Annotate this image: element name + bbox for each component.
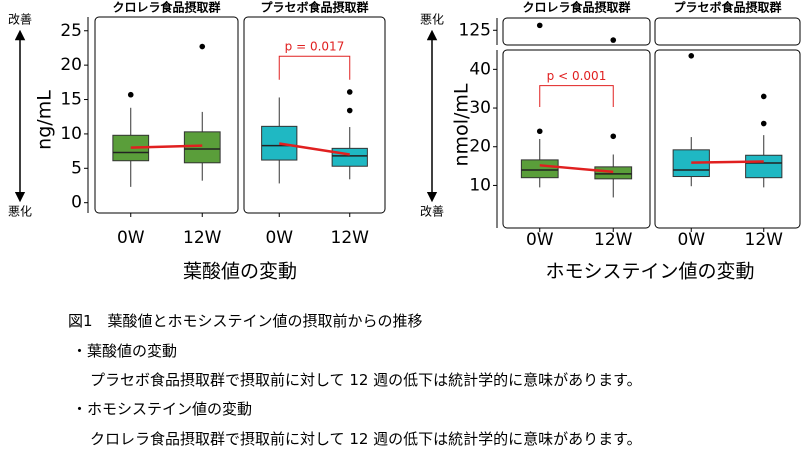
mean-line (279, 142, 350, 156)
caption-heading: ・ホモシステイン値の変動 (72, 400, 253, 418)
direction-label: 悪化 (8, 205, 32, 219)
x-tick-label: 12W (183, 228, 222, 248)
y-tick-label: 15 (60, 90, 82, 110)
box (520, 159, 559, 179)
direction-label: 悪化 (420, 13, 444, 27)
panel (502, 49, 651, 229)
mean-line (691, 160, 764, 164)
x-tick-label: 12W (594, 230, 633, 250)
caption-text: クロレラ食品摂取群で摂取前に対して 12 週の低下は統計学的に意味があります。 (90, 430, 642, 448)
panel (654, 17, 801, 46)
x-axis-label: 葉酸値の変動 (183, 261, 297, 283)
outlier (346, 107, 353, 114)
x-tick-label: 12W (331, 228, 370, 248)
facet-title: クロレラ食品摂取群 (112, 0, 220, 15)
y-tick-label: 0 (71, 193, 82, 213)
caption-title: 図1 葉酸値とホモシステイン値の摂取前からの推移 (68, 312, 423, 330)
p-value: p = 0.017 (285, 40, 345, 54)
outlier (127, 91, 134, 98)
facet-title: プラセボ食品摂取群 (673, 0, 781, 15)
y-tick-label: 30 (469, 98, 491, 118)
significance-bracket (539, 85, 614, 107)
box (331, 147, 368, 167)
mean-line (130, 144, 203, 149)
box (594, 166, 633, 180)
y-axis-label: nmol/mL (451, 83, 473, 166)
y-tick-label: 25 (60, 21, 82, 41)
outlier (536, 22, 543, 29)
box (745, 154, 783, 179)
outlier (610, 133, 617, 140)
outlier (536, 128, 543, 135)
y-tick-label: 125 (459, 20, 491, 40)
x-tick-label: 0W (677, 230, 705, 250)
outlier (760, 120, 767, 127)
panel (654, 49, 801, 229)
caption-heading: ・葉酸値の変動 (72, 342, 178, 360)
outlier (346, 89, 353, 95)
caption-text: プラセボ食品摂取群で摂取前に対して 12 週の低下は統計学的に意味があります。 (90, 371, 642, 389)
outlier (760, 93, 767, 100)
facet-title: クロレラ食品摂取群 (522, 0, 630, 15)
outlier (610, 37, 617, 43)
panel (94, 16, 239, 214)
direction-label: 改善 (8, 12, 32, 27)
direction-label: 改善 (420, 204, 444, 219)
y-tick-label: 20 (60, 55, 82, 75)
outlier (199, 43, 206, 50)
facet-title: プラセボ食品摂取群 (260, 0, 368, 15)
y-tick-label: 40 (469, 59, 491, 79)
chart: クロレラ食品摂取群 プラセボ食品摂取群0510152025ng/mL改善悪化葉酸値… (8, 0, 801, 283)
panel (243, 16, 386, 214)
outlier (688, 53, 695, 59)
panel (502, 17, 651, 46)
y-axis-label: ng/mL (34, 90, 56, 150)
x-axis-label: ホモシステイン値の変動 (545, 261, 754, 283)
x-tick-label: 0W (265, 228, 293, 248)
y-tick-label: 10 (60, 124, 82, 144)
p-value: p < 0.001 (547, 69, 607, 83)
y-tick-label: 10 (469, 175, 491, 195)
significance-bracket (278, 55, 351, 80)
y-tick-label: 20 (469, 137, 491, 157)
x-tick-label: 0W (117, 228, 145, 248)
x-tick-label: 0W (526, 230, 554, 250)
mean-line (539, 164, 614, 174)
box (261, 125, 298, 161)
y-tick-label: 5 (71, 158, 82, 178)
box (183, 131, 221, 164)
x-tick-label: 12W (745, 230, 784, 250)
